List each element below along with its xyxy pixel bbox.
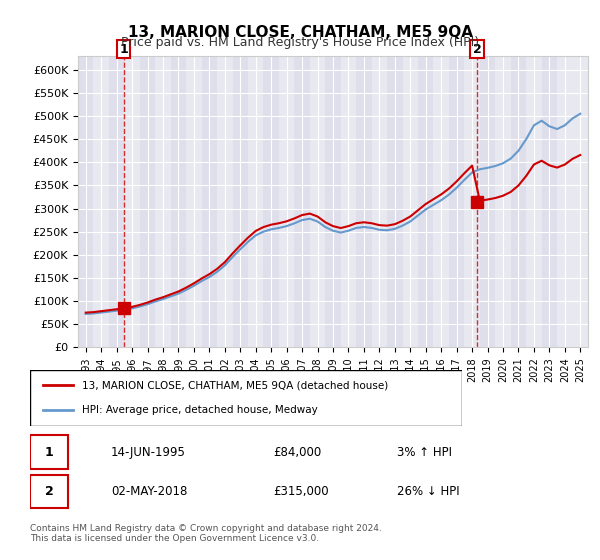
Text: 02-MAY-2018: 02-MAY-2018 xyxy=(111,485,187,498)
FancyBboxPatch shape xyxy=(30,370,462,426)
FancyBboxPatch shape xyxy=(30,475,68,508)
Bar xyxy=(295,56,310,347)
Bar xyxy=(387,56,403,347)
Bar xyxy=(140,56,155,347)
Bar xyxy=(233,56,248,347)
Text: 3% ↑ HPI: 3% ↑ HPI xyxy=(397,446,452,459)
Text: Contains HM Land Registry data © Crown copyright and database right 2024.
This d: Contains HM Land Registry data © Crown c… xyxy=(30,524,382,543)
Bar xyxy=(78,56,94,347)
Text: £84,000: £84,000 xyxy=(273,446,321,459)
Text: 1: 1 xyxy=(119,43,128,55)
Text: 13, MARION CLOSE, CHATHAM, ME5 9QA (detached house): 13, MARION CLOSE, CHATHAM, ME5 9QA (deta… xyxy=(82,380,388,390)
Bar xyxy=(449,56,464,347)
Text: 14-JUN-1995: 14-JUN-1995 xyxy=(111,446,186,459)
Text: 2: 2 xyxy=(44,485,53,498)
Bar xyxy=(511,56,526,347)
Text: 13, MARION CLOSE, CHATHAM, ME5 9QA: 13, MARION CLOSE, CHATHAM, ME5 9QA xyxy=(128,25,473,40)
Text: 26% ↓ HPI: 26% ↓ HPI xyxy=(397,485,460,498)
Text: 1: 1 xyxy=(44,446,53,459)
Bar xyxy=(171,56,186,347)
Text: HPI: Average price, detached house, Medway: HPI: Average price, detached house, Medw… xyxy=(82,405,317,415)
Bar xyxy=(109,56,124,347)
Text: £315,000: £315,000 xyxy=(273,485,329,498)
Bar xyxy=(263,56,279,347)
Bar xyxy=(418,56,433,347)
Text: 2: 2 xyxy=(473,43,482,55)
Bar xyxy=(356,56,371,347)
Bar xyxy=(202,56,217,347)
Bar xyxy=(325,56,341,347)
FancyBboxPatch shape xyxy=(30,436,68,469)
Text: Price paid vs. HM Land Registry's House Price Index (HPI): Price paid vs. HM Land Registry's House … xyxy=(121,36,479,49)
Bar xyxy=(542,56,557,347)
Bar xyxy=(480,56,495,347)
